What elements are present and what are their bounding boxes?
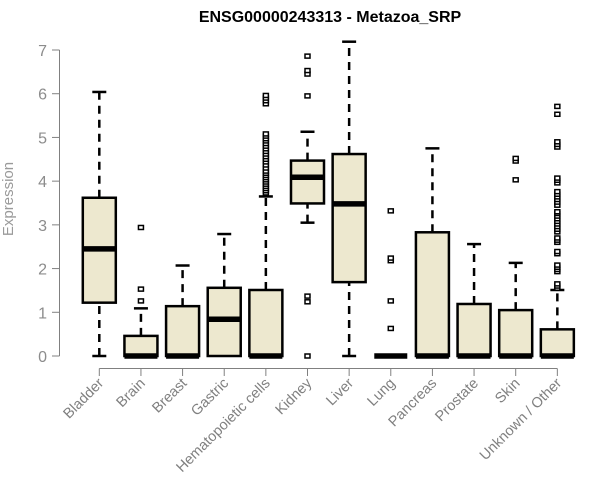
box	[414, 231, 451, 358]
outlier-point	[554, 208, 561, 215]
outlier-point	[554, 175, 561, 181]
outlier-point	[387, 325, 395, 332]
outlier-point	[304, 67, 311, 74]
box	[123, 334, 159, 358]
box-group	[497, 155, 534, 359]
outlier-point	[304, 353, 311, 359]
x-tick-label: Prostate	[432, 376, 481, 425]
y-tick-label: 5	[38, 130, 47, 147]
box-group	[289, 53, 326, 359]
box-group	[123, 224, 159, 359]
x-tick-label: Brain	[114, 376, 149, 411]
box	[164, 304, 201, 358]
y-tick-label: 6	[38, 87, 47, 104]
outlier-point	[137, 224, 145, 231]
outlier-point	[554, 188, 561, 195]
box	[289, 159, 326, 205]
outlier-point	[262, 92, 270, 99]
y-tick-label: 4	[38, 174, 47, 191]
box	[248, 288, 284, 358]
outlier-point	[304, 93, 311, 99]
x-tick-label: Skin	[492, 376, 523, 407]
y-tick-label: 2	[38, 262, 47, 279]
box	[539, 328, 576, 358]
outlier-point	[512, 177, 519, 183]
box-group	[164, 264, 201, 359]
outlier-point	[554, 139, 561, 145]
outlier-point	[387, 255, 395, 261]
outlier-point	[554, 235, 561, 241]
x-tick-label: Breast	[149, 376, 190, 417]
outlier-point	[554, 103, 561, 110]
outlier-point	[387, 298, 395, 304]
x-tick-label: Kidney	[273, 375, 316, 418]
box-group	[374, 208, 408, 359]
box-group	[331, 40, 367, 358]
box	[331, 152, 367, 284]
y-tick-label: 7	[38, 43, 47, 60]
outlier-point	[262, 131, 270, 137]
box-group	[414, 147, 451, 359]
box-group	[81, 90, 118, 358]
outlier-point	[512, 155, 519, 162]
outlier-point	[554, 281, 561, 287]
y-tick-label: 3	[38, 218, 47, 235]
box-group	[206, 232, 242, 358]
y-tick-label: 1	[38, 305, 47, 322]
boxes	[81, 40, 576, 359]
outlier-point	[387, 208, 395, 214]
x-tick-label: Bladder	[60, 375, 107, 422]
y-tick-label: 0	[38, 349, 47, 366]
box	[497, 308, 534, 358]
y-axis: 0 1 2 3 4 5 6 7	[38, 43, 60, 366]
outlier-point	[304, 293, 311, 299]
outlier-point	[554, 248, 561, 255]
outlier-point	[554, 262, 561, 268]
x-tick-label: Liver	[323, 375, 357, 409]
chart-title: ENSG00000243313 - Metazoa_SRP	[199, 9, 462, 26]
box	[456, 302, 492, 358]
box-group	[539, 103, 576, 359]
outlier-point	[137, 298, 145, 304]
outlier-point	[304, 299, 311, 305]
outlier-point	[554, 111, 561, 118]
outlier-point	[137, 286, 145, 292]
outlier-point	[304, 53, 311, 59]
y-axis-title: Expression	[0, 162, 17, 236]
box-group	[248, 92, 284, 359]
x-tick-label: Lung	[364, 376, 398, 410]
box-group	[456, 242, 492, 359]
